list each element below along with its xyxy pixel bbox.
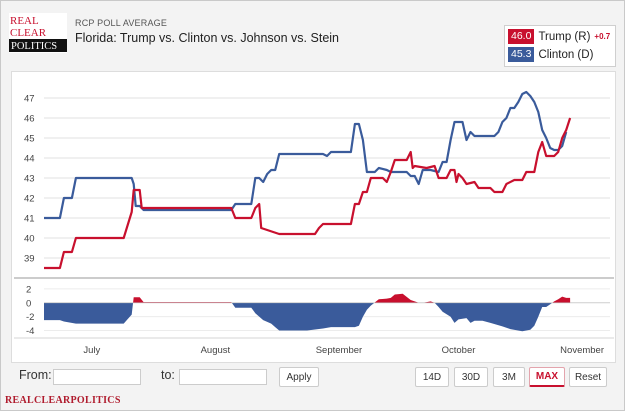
- apply-button[interactable]: Apply: [279, 367, 319, 387]
- to-label: to:: [161, 368, 175, 382]
- date-controls: From: to: Apply 14D 30D 3M MAX Reset: [11, 363, 614, 389]
- spread-y-tick-label: -2: [26, 312, 34, 323]
- to-date-input[interactable]: [179, 369, 267, 385]
- main-y-tick-label: 40: [24, 234, 35, 245]
- main-y-tick-label: 44: [24, 154, 35, 165]
- main-y-tick-label: 39: [24, 254, 35, 265]
- spread-y-tick-label: 0: [26, 298, 31, 309]
- spread-y-tick-label: 2: [26, 284, 31, 295]
- reset-button[interactable]: Reset: [569, 367, 607, 387]
- legend-item-trump[interactable]: 46.0 Trump (R) +0.7: [508, 29, 610, 44]
- main-y-tick-label: 46: [24, 114, 35, 125]
- series-line-trump: [44, 117, 572, 270]
- main-y-tick-label: 47: [24, 94, 35, 105]
- main-y-tick-label: 41: [24, 214, 35, 225]
- chart-svg: 39 40 41 42 43 44 45 46 47 2 0 -2 -4 July August Septem…: [14, 90, 614, 356]
- range-max-button[interactable]: MAX: [529, 367, 565, 387]
- x-tick-label: July: [83, 345, 100, 356]
- spread-y-tick-label: -4: [26, 326, 34, 337]
- legend: 46.0 Trump (R) +0.7 45.3 Clinton (D): [504, 25, 616, 67]
- chart-title: Florida: Trump vs. Clinton vs. Johnson v…: [75, 31, 339, 45]
- x-tick-label: November: [560, 345, 604, 356]
- trump-value-badge: 46.0: [508, 29, 535, 44]
- main-y-tick-label: 43: [24, 174, 35, 185]
- legend-item-clinton[interactable]: 45.3 Clinton (D): [508, 47, 593, 62]
- footer-brand: REALCLEARPOLITICS: [5, 395, 121, 406]
- logo-line-2: CLEAR: [10, 27, 47, 39]
- chart-subtitle: RCP POLL AVERAGE: [75, 18, 168, 28]
- trump-change: +0.7: [594, 32, 611, 41]
- range-30d-button[interactable]: 30D: [454, 367, 488, 387]
- logo-line-3: POLITICS: [11, 41, 57, 52]
- rcp-logo: REAL CLEAR POLITICS: [9, 13, 67, 53]
- trump-label: Trump (R): [538, 30, 591, 43]
- spread-area-clinton-lead: [44, 302, 553, 332]
- main-y-tick-label: 42: [24, 194, 35, 205]
- x-tick-label: August: [201, 345, 231, 356]
- from-label: From:: [19, 368, 52, 382]
- clinton-label: Clinton (D): [538, 48, 594, 61]
- series-line-clinton: [44, 90, 568, 220]
- x-tick-label: October: [442, 345, 476, 356]
- logo-line-1: REAL: [10, 15, 39, 27]
- x-tick-label: September: [316, 345, 362, 356]
- range-3m-button[interactable]: 3M: [493, 367, 525, 387]
- chart-area: 39 40 41 42 43 44 45 46 47 2 0 -2 -4 July August Septem…: [11, 71, 616, 363]
- range-14d-button[interactable]: 14D: [415, 367, 449, 387]
- clinton-value-badge: 45.3: [508, 47, 535, 62]
- main-y-tick-label: 45: [24, 134, 35, 145]
- from-date-input[interactable]: [53, 369, 141, 385]
